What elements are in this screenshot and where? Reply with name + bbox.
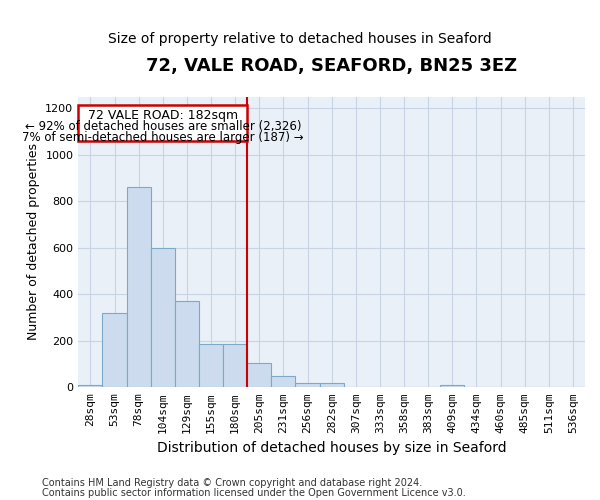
Text: Contains public sector information licensed under the Open Government Licence v3: Contains public sector information licen… — [42, 488, 466, 498]
Text: 7% of semi-detached houses are larger (187) →: 7% of semi-detached houses are larger (1… — [22, 131, 304, 144]
Text: Size of property relative to detached houses in Seaford: Size of property relative to detached ho… — [108, 32, 492, 46]
X-axis label: Distribution of detached houses by size in Seaford: Distribution of detached houses by size … — [157, 441, 506, 455]
Text: Contains HM Land Registry data © Crown copyright and database right 2024.: Contains HM Land Registry data © Crown c… — [42, 478, 422, 488]
Bar — [79, 384, 103, 388]
Text: ← 92% of detached houses are smaller (2,326): ← 92% of detached houses are smaller (2,… — [25, 120, 301, 133]
Bar — [247, 363, 271, 388]
Title: 72, VALE ROAD, SEAFORD, BN25 3EZ: 72, VALE ROAD, SEAFORD, BN25 3EZ — [146, 58, 517, 76]
Bar — [175, 301, 199, 388]
Bar — [440, 385, 464, 388]
Bar — [271, 376, 295, 388]
Text: 72 VALE ROAD: 182sqm: 72 VALE ROAD: 182sqm — [88, 109, 238, 122]
FancyBboxPatch shape — [79, 104, 247, 141]
Bar — [103, 313, 127, 388]
Bar — [151, 248, 175, 388]
Y-axis label: Number of detached properties: Number of detached properties — [27, 144, 40, 340]
Bar — [223, 344, 247, 388]
Bar — [295, 382, 320, 388]
Bar — [127, 187, 151, 388]
Bar — [320, 382, 344, 388]
Bar — [199, 344, 223, 388]
